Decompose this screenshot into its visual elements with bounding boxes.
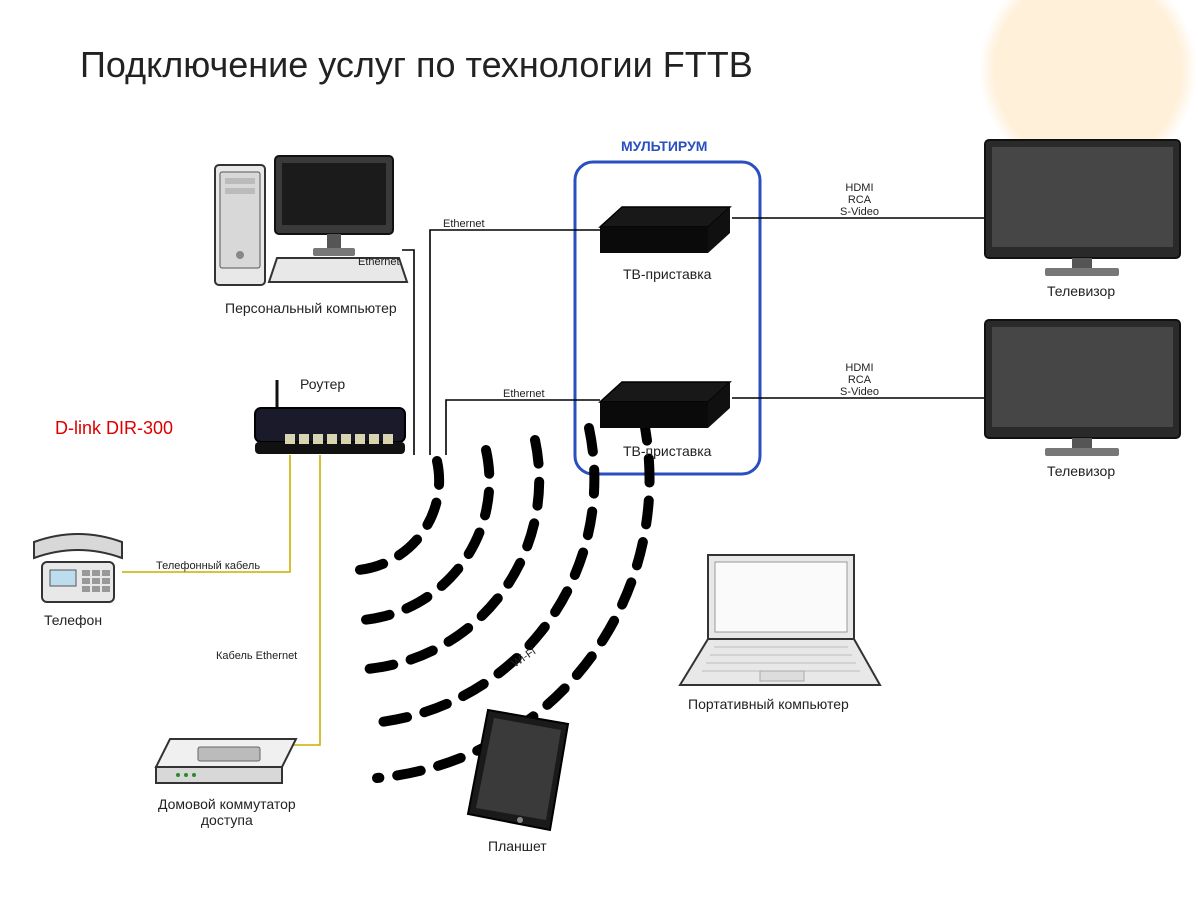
router-label: Роутер <box>300 376 345 392</box>
eth-label-2: Ethernet <box>358 256 400 268</box>
conn-switch-router <box>292 455 320 745</box>
conn-router-tvbox2 <box>446 400 600 455</box>
switch-label: Домовой коммутатор доступа <box>158 796 296 828</box>
tv1-label: Телевизор <box>1047 283 1115 299</box>
tv2-label: Телевизор <box>1047 463 1115 479</box>
phone-label: Телефон <box>44 612 102 628</box>
video-out-2: HDMI RCA S-Video <box>840 362 879 398</box>
conn-phone-router <box>122 455 290 572</box>
tvbox1-icon <box>600 207 730 253</box>
eth-label-1: Ethernet <box>443 218 485 230</box>
laptop-label: Портативный компьютер <box>688 696 849 712</box>
switch-icon <box>156 739 296 783</box>
multiroom-label: МУЛЬТИРУМ <box>621 138 707 154</box>
tvbox2-label: ТВ-приставка <box>623 443 711 459</box>
page-title: Подключение услуг по технологии FTTB <box>80 44 753 86</box>
eth-label-3: Ethernet <box>503 388 545 400</box>
eth-cable-label: Кабель Ethernet <box>216 650 297 662</box>
phone-icon <box>34 534 122 602</box>
tablet-icon <box>468 710 568 830</box>
diagram-stage <box>0 0 1198 900</box>
tv2-icon <box>985 320 1180 456</box>
video-out-1: HDMI RCA S-Video <box>840 182 879 218</box>
pc-label: Персональный компьютер <box>225 300 397 316</box>
tvbox2-icon <box>600 382 730 428</box>
phone-cable-label: Телефонный кабель <box>156 560 260 572</box>
tv1-icon <box>985 140 1180 276</box>
tablet-label: Планшет <box>488 838 547 854</box>
laptop-icon <box>680 555 880 685</box>
router-model-label: D-link DIR-300 <box>55 418 173 439</box>
tvbox1-label: ТВ-приставка <box>623 266 711 282</box>
